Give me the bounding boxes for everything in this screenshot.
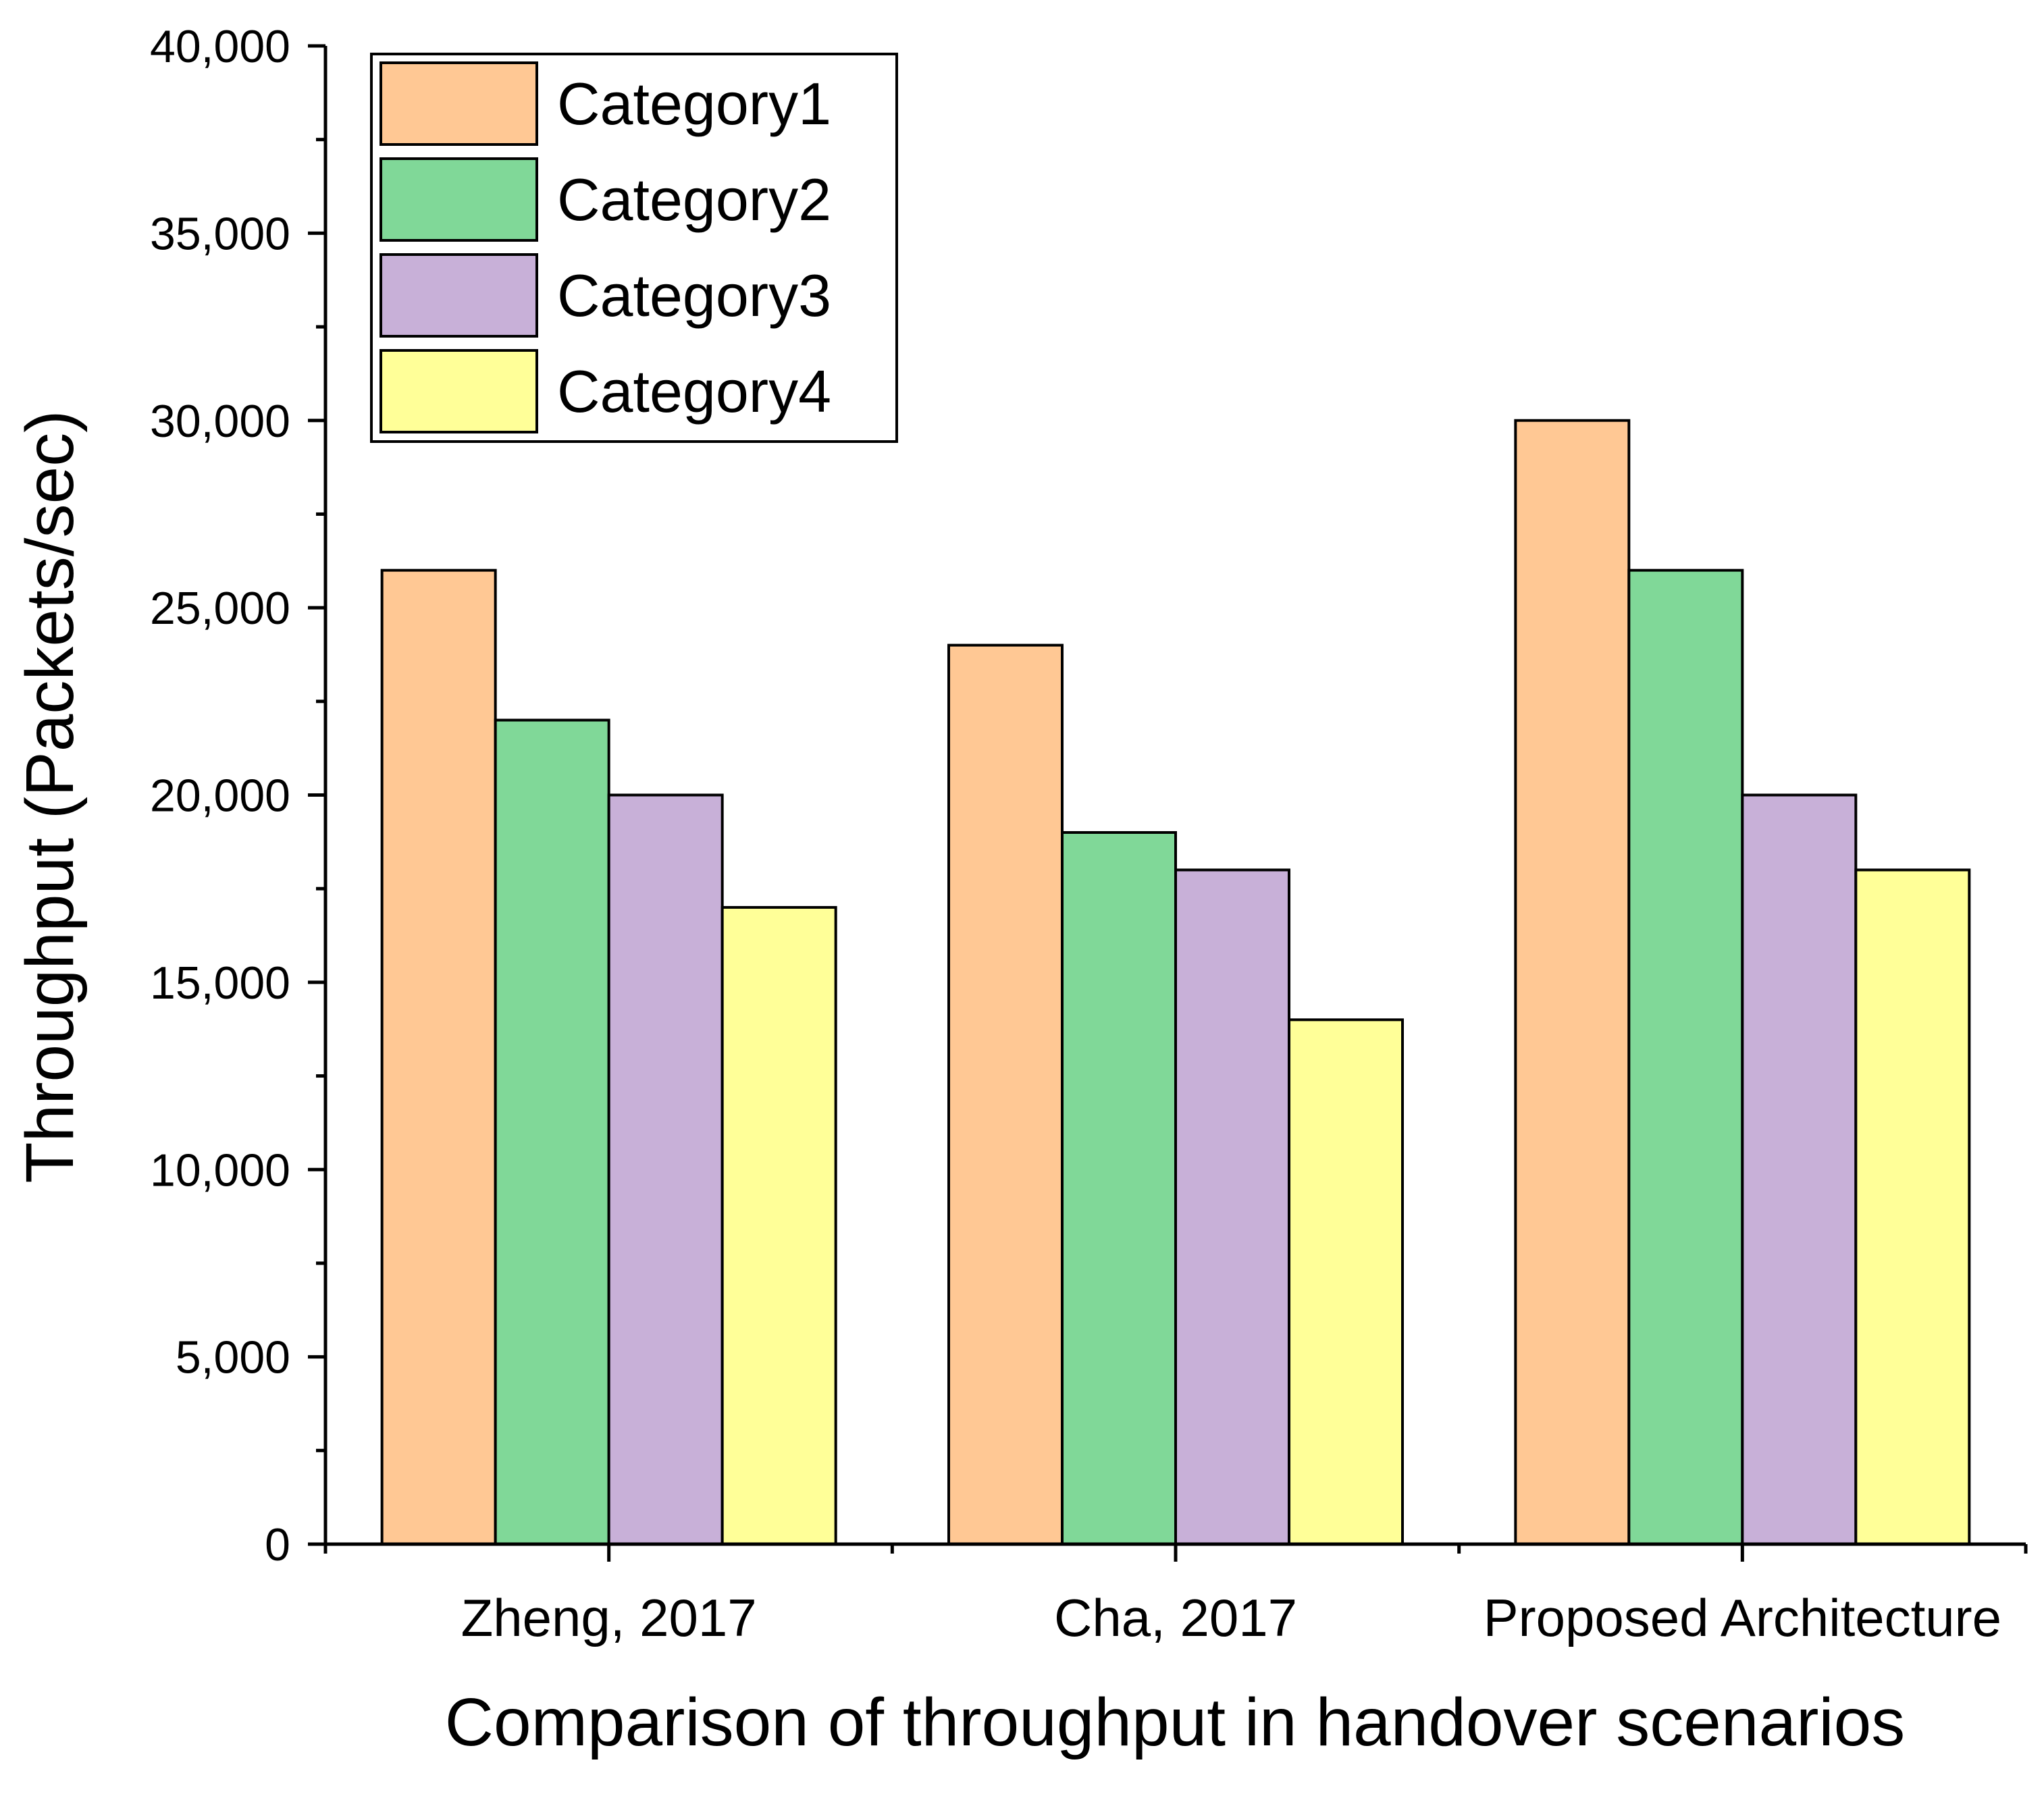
y-tick-label: 0 <box>265 1519 290 1570</box>
bar-category4-2 <box>1288 1018 1404 1545</box>
y-tick-label: 40,000 <box>150 21 290 72</box>
x-tick-label: Zheng, 2017 <box>461 1588 757 1647</box>
bar-category1-2 <box>947 643 1064 1545</box>
legend-label: Category3 <box>557 262 831 329</box>
x-axis-title: Comparison of throughput in handover sce… <box>445 1685 1905 1760</box>
bars-layer <box>380 419 1971 1546</box>
bar-category2-1 <box>494 718 610 1545</box>
legend: Category1 Category2 Category3 Category4 <box>370 53 898 443</box>
legend-label: Category2 <box>557 166 831 233</box>
legend-label: Category1 <box>557 70 831 137</box>
legend-label: Category4 <box>557 358 831 425</box>
y-tick-label: 25,000 <box>150 583 290 634</box>
y-tick-label: 5,000 <box>176 1332 290 1383</box>
bar-category2-3 <box>1627 569 1744 1545</box>
bar-category3-1 <box>607 793 724 1545</box>
bar-category3-3 <box>1741 793 1858 1545</box>
x-tick-label: Proposed Architecture <box>1484 1588 2001 1647</box>
x-tick-label: Cha, 2017 <box>1054 1588 1297 1647</box>
bar-category2-2 <box>1061 830 1177 1545</box>
legend-swatch <box>379 253 538 338</box>
legend-swatch <box>379 349 538 433</box>
x-ticks: Zheng, 2017 Cha, 2017 Proposed Architectur… <box>323 1544 2028 1647</box>
y-ticks: 0 5,000 10,000 15,000 20,000 25,000 30,000 35,0… <box>150 21 325 1570</box>
y-tick-label: 35,000 <box>150 208 290 259</box>
bar-category1-1 <box>380 569 497 1545</box>
y-tick-label: 15,000 <box>150 957 290 1009</box>
legend-swatch <box>379 157 538 242</box>
bar-category4-3 <box>1854 868 1971 1545</box>
y-axis-title: Throughput (Packets/sec) <box>12 411 88 1184</box>
bar-category4-1 <box>720 905 837 1546</box>
y-tick-label: 20,000 <box>150 770 290 822</box>
legend-swatch <box>379 61 538 146</box>
bar-category1-3 <box>1514 419 1631 1545</box>
bar-category3-2 <box>1174 868 1290 1545</box>
y-tick-label: 10,000 <box>150 1144 290 1196</box>
y-tick-label: 30,000 <box>150 396 290 447</box>
